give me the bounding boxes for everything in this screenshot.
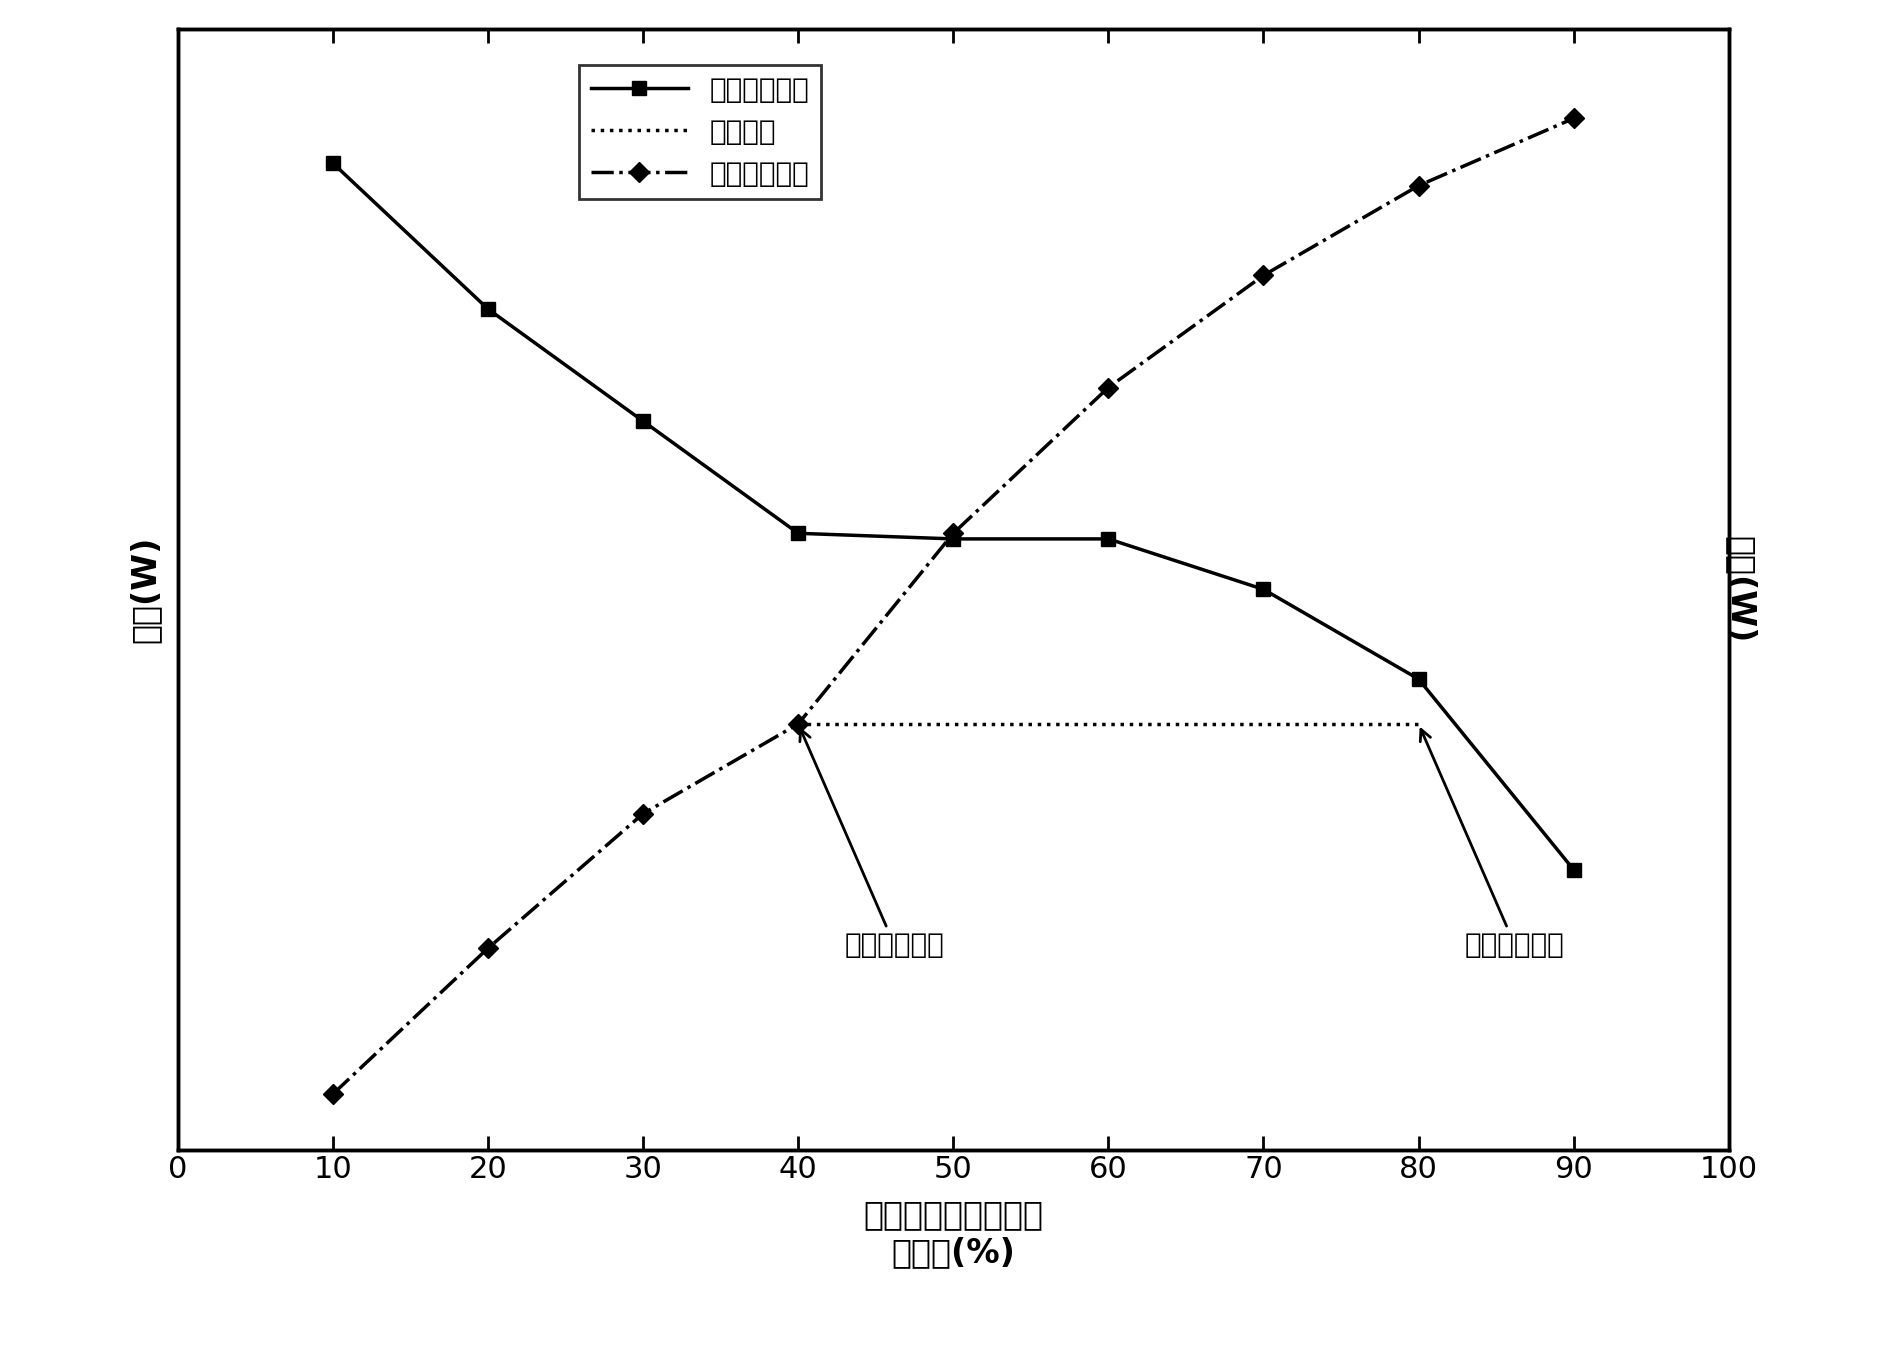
X-axis label: 充电电量占可用电量
的比率(%): 充电电量占可用电量 的比率(%) — [864, 1198, 1043, 1269]
Line: 充电脉冲功率: 充电脉冲功率 — [326, 112, 1580, 1101]
放电脉冲功率 — [477, 301, 500, 317]
放电脉冲功率 — [1252, 581, 1275, 597]
最小功率 — [1407, 716, 1430, 732]
Line: 放电脉冲功率: 放电脉冲功率 — [326, 156, 1580, 877]
放电脉冲功率 — [786, 525, 809, 541]
充电脉冲功率 — [477, 940, 500, 956]
放电脉冲功率 — [323, 154, 345, 171]
Legend: 放电脉冲功率, 最小功率, 充电脉冲功率: 放电脉冲功率, 最小功率, 充电脉冲功率 — [579, 66, 820, 199]
充电脉冲功率 — [1252, 268, 1275, 284]
Y-axis label: 功率(W): 功率(W) — [128, 535, 160, 643]
放电脉冲功率 — [1562, 862, 1584, 878]
Text: 最小放电深度: 最小放电深度 — [800, 729, 945, 959]
充电脉冲功率 — [786, 716, 809, 732]
放电脉冲功率 — [1407, 671, 1430, 687]
充电脉冲功率 — [632, 806, 654, 822]
充电脉冲功率 — [1407, 178, 1430, 194]
放电脉冲功率 — [632, 413, 654, 429]
Text: 最大放电深度: 最大放电深度 — [1420, 729, 1565, 959]
充电脉冲功率 — [1098, 380, 1120, 396]
放电脉冲功率 — [1098, 531, 1120, 548]
最小功率 — [786, 716, 809, 732]
充电脉冲功率 — [941, 525, 964, 541]
充电脉冲功率 — [1562, 111, 1584, 127]
Y-axis label: 功率(W): 功率(W) — [1724, 535, 1756, 643]
放电脉冲功率 — [941, 531, 964, 548]
充电脉冲功率 — [323, 1086, 345, 1102]
